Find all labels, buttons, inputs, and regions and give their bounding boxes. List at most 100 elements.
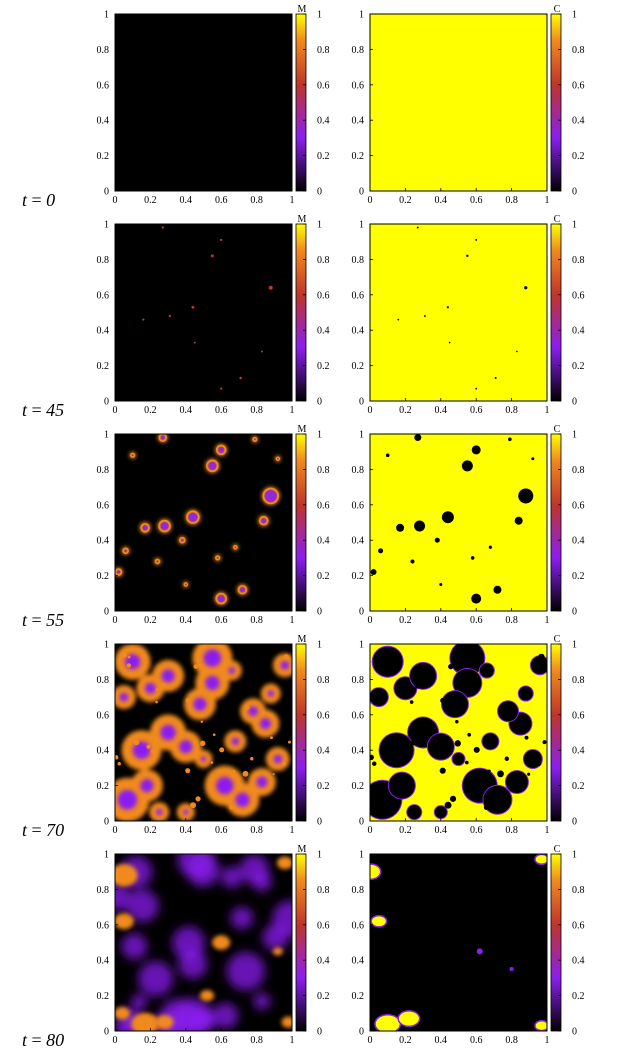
heatmap-spot-core <box>218 446 225 453</box>
x-tick-label: 0.2 <box>144 1035 157 1046</box>
time-symbol: t <box>22 190 28 210</box>
y-tick-label: 0.8 <box>97 45 110 56</box>
y-tick-label: 0.8 <box>352 45 365 56</box>
x-tick-label: 0.6 <box>470 825 483 836</box>
y-tick-label: 0.6 <box>97 290 110 301</box>
colorbar-gradient <box>295 223 307 402</box>
heatmap-spot-core <box>254 438 256 441</box>
colorbar-tick-label: 0.4 <box>317 746 330 757</box>
x-tick-label: 0.2 <box>399 615 412 626</box>
colorbar-tick-label: 0.2 <box>572 151 585 162</box>
heatmap-hole <box>410 662 437 689</box>
colorbar: 0 0.2 0.4 0.6 0.8 1M <box>295 4 330 198</box>
heatmap-hole <box>370 754 374 760</box>
panel-M-row-0: 000.20.20.40.40.60.60.80.81100.20.40.60.… <box>97 4 330 206</box>
heatmap-spot-core <box>239 587 245 593</box>
y-tick-label: 0.8 <box>352 255 365 266</box>
heatmap-spot <box>185 698 191 703</box>
heatmap-spot <box>150 748 156 754</box>
heatmap-spot-core <box>185 583 187 586</box>
heatmap-spot-ring <box>215 592 227 605</box>
time-label-row-4: t = 80 <box>22 1030 65 1050</box>
heatmap-hole <box>397 318 400 321</box>
heatmap-hole <box>514 516 523 525</box>
heatmap-patch <box>535 855 547 864</box>
heatmap-spot <box>127 655 131 659</box>
heatmap-blob <box>200 990 215 1002</box>
colorbar-tick-label: 1 <box>317 640 322 651</box>
colorbar-gradient <box>550 433 562 612</box>
heatmap-patch <box>509 967 514 972</box>
y-tick-label: 0 <box>359 1027 364 1038</box>
x-tick-label: 0.6 <box>215 825 228 836</box>
colorbar-tick-label: 0.6 <box>572 290 585 301</box>
x-tick-label: 0.6 <box>470 195 483 206</box>
colorbar-tick-label: 0.4 <box>572 536 585 547</box>
heatmap <box>370 14 547 191</box>
time-label-row-1: t = 45 <box>22 400 65 420</box>
heatmap-hole <box>448 663 454 670</box>
heatmap-hole <box>448 341 451 344</box>
colorbar-tick-label: 0.2 <box>572 991 585 1002</box>
x-tick-label: 0 <box>113 1035 118 1046</box>
time-value: 0 <box>46 190 56 210</box>
y-tick-label: 0.2 <box>97 361 110 372</box>
heatmap-patch <box>398 1011 419 1026</box>
y-tick-label: 0.2 <box>97 781 110 792</box>
plot-frame <box>114 643 293 822</box>
colorbar-tick-label: 0.8 <box>317 675 330 686</box>
colorbar-tick-label: 0.4 <box>317 536 330 547</box>
y-tick-label: 0 <box>359 817 364 828</box>
heatmap-hole <box>497 770 504 778</box>
y-tick-label: 1 <box>104 220 109 231</box>
panel-M-row-2: 000.20.20.40.40.60.60.80.81100.20.40.60.… <box>97 424 330 626</box>
y-tick-label: 0.2 <box>97 571 110 582</box>
heatmap-spot-ring <box>275 456 281 462</box>
y-tick-label: 0.8 <box>97 885 110 896</box>
x-tick-label: 0.2 <box>399 195 412 206</box>
x-tick-label: 1 <box>545 405 550 416</box>
colorbar-tick-label: 0 <box>572 1027 577 1038</box>
heatmap-spot <box>160 682 166 689</box>
heatmap <box>115 14 292 191</box>
heatmap-patch <box>371 916 386 927</box>
heatmap-spot-ring <box>232 544 238 550</box>
x-tick-label: 0.8 <box>505 1035 517 1046</box>
panel-C-row-3: 000.20.20.40.40.60.60.80.81100.20.40.60.… <box>352 634 585 836</box>
heatmap <box>115 224 292 401</box>
colorbar: 0 0.2 0.4 0.6 0.8 1M <box>295 214 330 408</box>
colorbar-tick-label: 0 <box>317 607 322 618</box>
x-tick-label: 0.8 <box>250 195 263 206</box>
colorbar-tick-label: 0 <box>317 397 322 408</box>
colorbar-tick-label: 0 <box>572 817 577 828</box>
heatmap-blob <box>212 935 231 950</box>
y-tick-label: 0.6 <box>352 920 365 931</box>
x-tick-label: 1 <box>545 1035 550 1046</box>
y-tick-label: 0.8 <box>97 255 110 266</box>
colorbar-tick-label: 0.4 <box>317 956 330 967</box>
y-tick-label: 0.2 <box>352 361 365 372</box>
colorbar-tick-label: 0.4 <box>317 326 330 337</box>
colorbar-tick-label: 0.8 <box>317 465 330 476</box>
heatmap-blob-core <box>228 667 236 674</box>
heatmap-hole <box>439 767 446 774</box>
heatmap-spot-ring <box>183 582 189 587</box>
plot-frame <box>369 433 548 612</box>
heatmap-blob-core <box>235 792 250 807</box>
colorbar-title: C <box>554 844 561 855</box>
heatmap-spot-ring <box>154 558 161 565</box>
heatmap-hole <box>410 559 415 564</box>
colorbar: 0 0.2 0.4 0.6 0.8 1M <box>295 424 330 618</box>
y-tick-label: 0.2 <box>352 781 365 792</box>
heatmap-blob-core <box>205 675 220 691</box>
colorbar-tick-label: 0.8 <box>317 255 330 266</box>
colorbar: 0 0.2 0.4 0.6 0.8 1C <box>550 634 585 828</box>
colorbar-tick-label: 1 <box>317 430 322 441</box>
heatmap-hole <box>524 286 528 290</box>
heatmap-spot-ring <box>186 510 200 524</box>
colorbar-tick-label: 0.2 <box>572 361 585 372</box>
heatmap-spot-core <box>117 570 121 574</box>
y-tick-label: 0.8 <box>97 465 110 476</box>
heatmap-spot <box>168 314 172 318</box>
heatmap-spot <box>200 740 206 747</box>
